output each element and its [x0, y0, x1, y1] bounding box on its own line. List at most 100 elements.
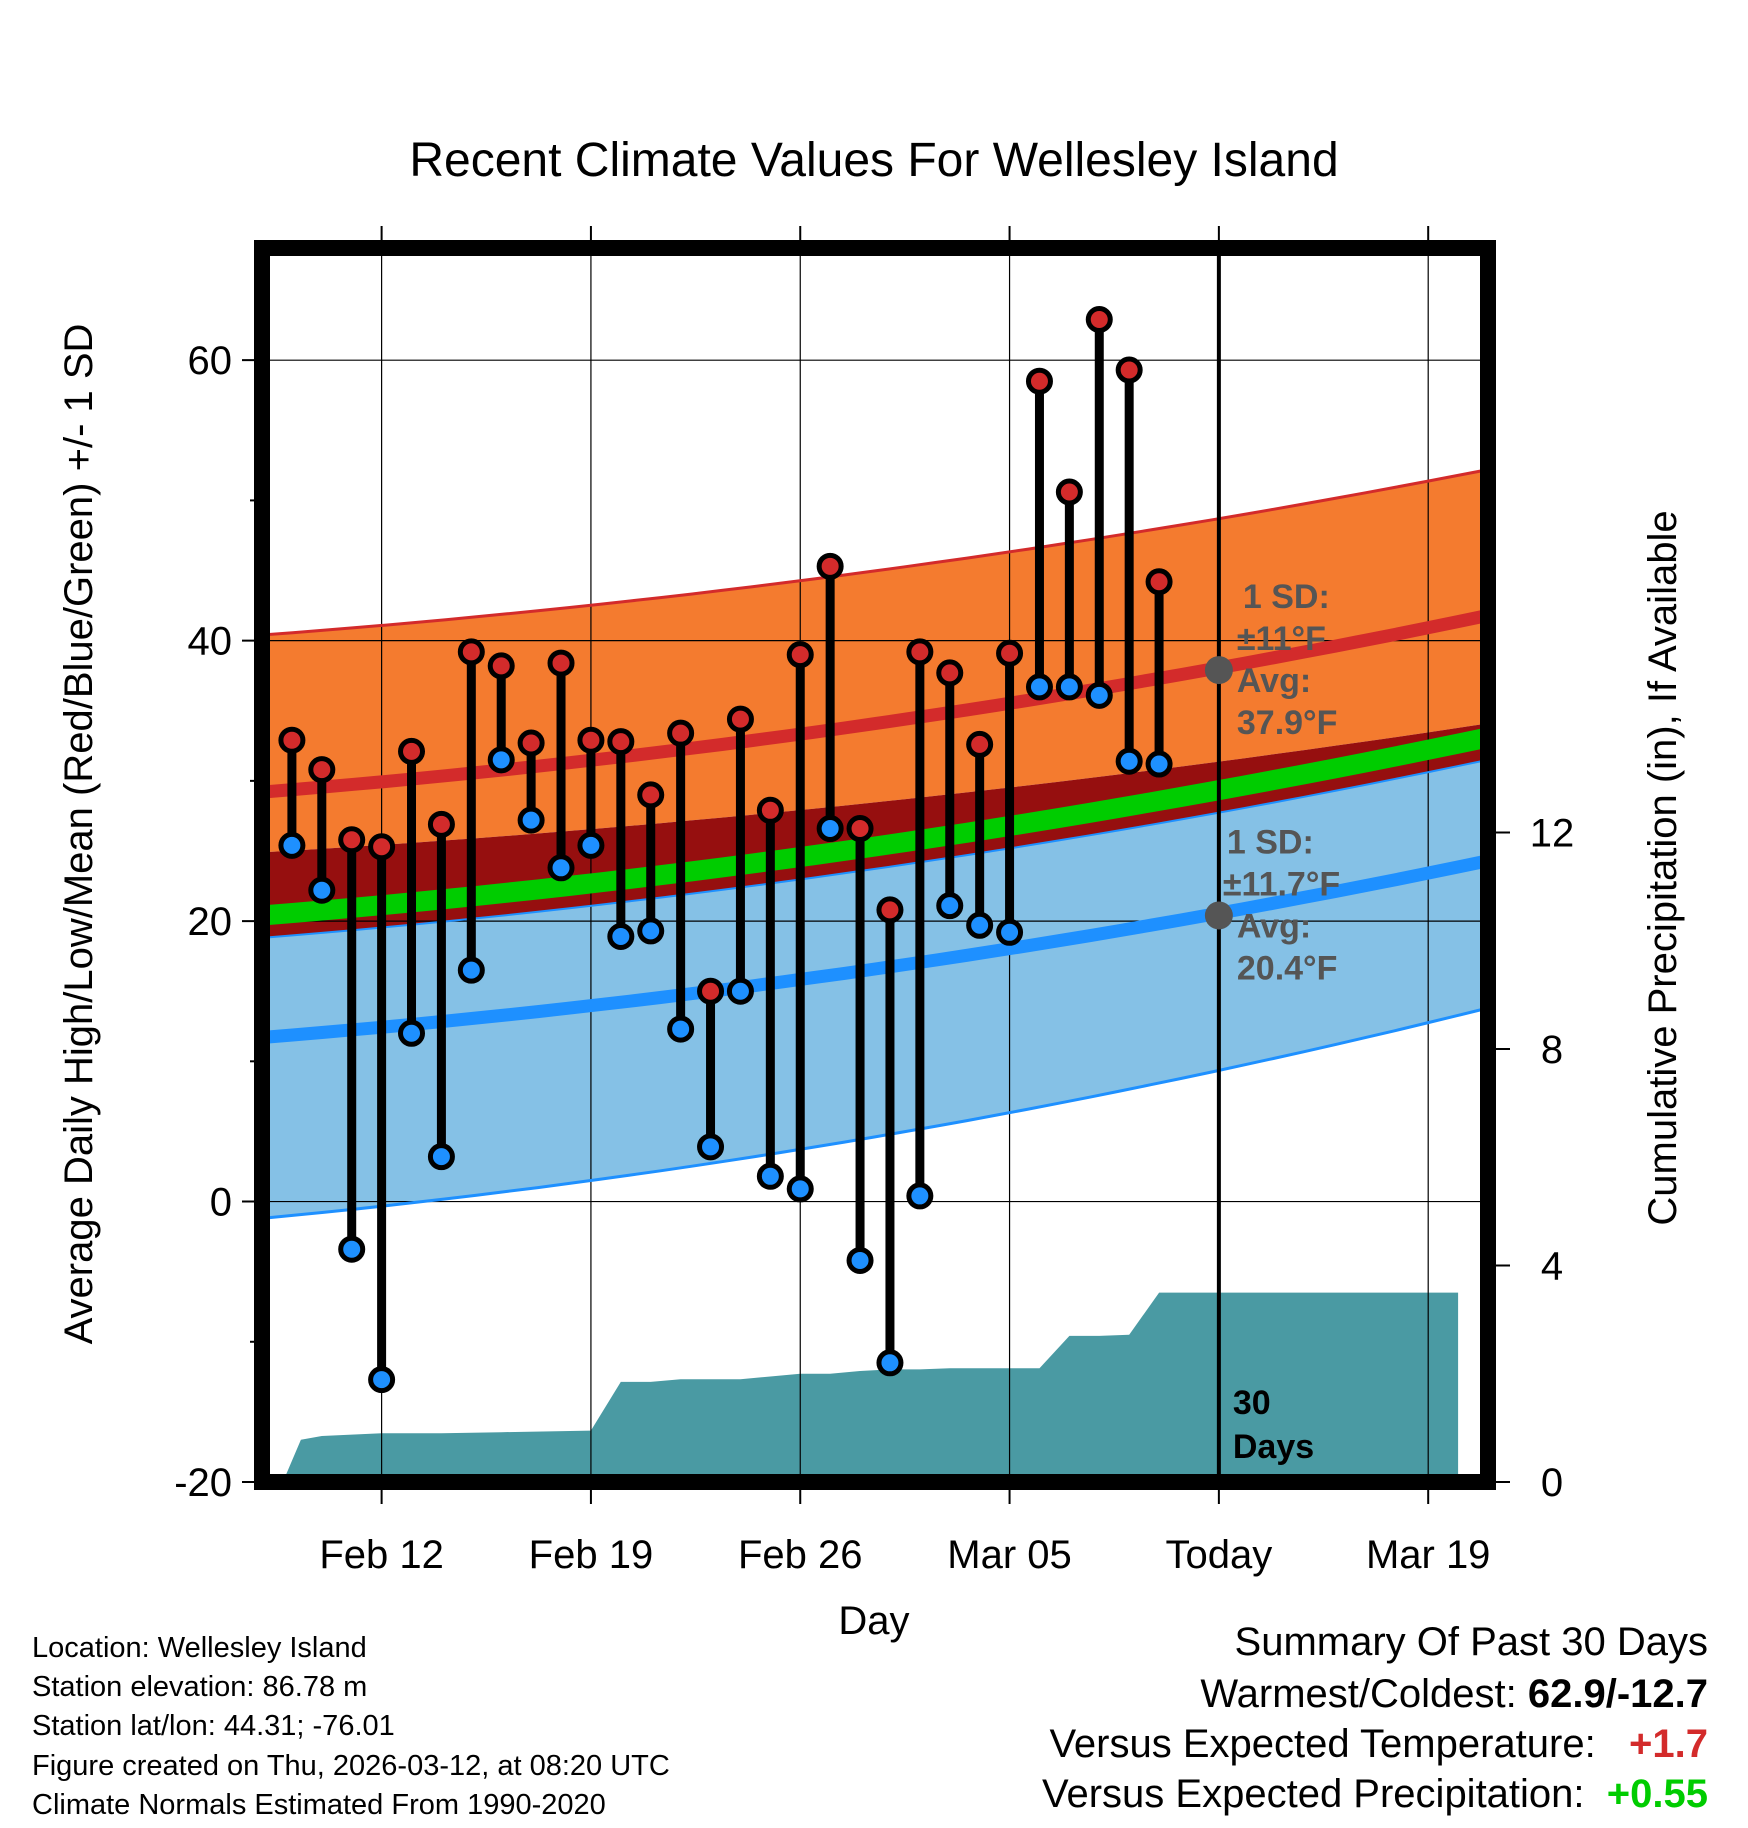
- x-axis-label: Day: [838, 1599, 909, 1643]
- daily-high-point: [756, 796, 784, 824]
- daily-high-point: [1025, 367, 1053, 395]
- high-upper-sd-line: [261, 468, 1489, 637]
- daily-low-point: [1145, 750, 1173, 778]
- daily-low-point: [936, 892, 964, 920]
- daily-low-point: [846, 1246, 874, 1274]
- daily-high-point: [726, 705, 754, 733]
- daily-low-point: [906, 1182, 934, 1210]
- daily-low-point: [816, 815, 844, 843]
- high-sd-label: 1 SD:: [1243, 578, 1330, 616]
- days-label: Days: [1233, 1428, 1314, 1466]
- daily-high-point: [487, 652, 515, 680]
- y-tick-label: -20: [174, 1461, 232, 1505]
- info-location: Location: Wellesley Island: [32, 1632, 367, 1664]
- daily-low-point: [1055, 673, 1083, 701]
- daily-high-point: [667, 719, 695, 747]
- daily-low-point: [398, 1019, 426, 1047]
- high-avg-label: Avg:: [1237, 662, 1311, 700]
- summary-heading: Summary Of Past 30 Days: [1234, 1620, 1708, 1664]
- daily-low-point: [1025, 673, 1053, 701]
- annotations: 1 SD: ±11°F Avg: 37.9°F 1 SD: ±11.7°F Avg: 20.4…: [1204, 248, 1340, 1482]
- daily-low-point: [786, 1175, 814, 1203]
- normal-high-line: [261, 609, 1490, 799]
- y-tick-label: 0: [210, 1181, 232, 1225]
- y-tick-label: 60: [188, 339, 233, 383]
- x-tick-label: Mar 19: [1366, 1533, 1491, 1577]
- chart-title: Recent Climate Values For Wellesley Isla…: [409, 134, 1338, 187]
- daily-high-point: [577, 726, 605, 754]
- days-count: 30: [1233, 1384, 1271, 1422]
- high-avg-value: 37.9°F: [1237, 704, 1338, 742]
- daily-low-point: [607, 923, 635, 951]
- daily-high-point: [607, 728, 635, 756]
- daily-low-point: [966, 911, 994, 939]
- info-created: Figure created on Thu, 2026-03-12, at 08…: [32, 1750, 670, 1782]
- daily-low-point: [308, 876, 336, 904]
- warm-cold-value: 62.9/-12.7: [1527, 1672, 1708, 1716]
- x-tick-label: Feb 12: [319, 1533, 444, 1577]
- daily-high-point: [338, 826, 366, 854]
- low-avg-label: Avg:: [1237, 907, 1311, 945]
- daily-high-point: [398, 737, 426, 765]
- y2-tick-label: 0: [1541, 1461, 1563, 1505]
- y2-axis-label: Cumulative Precipitation (in), If Availa…: [1641, 510, 1685, 1225]
- normal-low-line: [261, 854, 1490, 1044]
- daily-low-point: [278, 831, 306, 859]
- daily-high-point: [786, 641, 814, 669]
- warm-cold-label: Warmest/Coldest:: [1200, 1672, 1528, 1716]
- y2-tick-label: 8: [1541, 1028, 1563, 1072]
- summary-precip: Versus Expected Precipitation: +0.55: [1042, 1772, 1708, 1817]
- x-tick-label: Today: [1166, 1533, 1273, 1577]
- precipitation-area: [282, 1292, 1459, 1482]
- info-elevation: Station elevation: 86.78 m: [32, 1671, 368, 1703]
- daily-high-point: [1085, 306, 1113, 334]
- axes: Feb 12 Feb 19 Feb 26 Mar 05 Today Mar 19 -20 0 2…: [174, 226, 1574, 1577]
- low-sd-band: [262, 759, 1488, 1219]
- daily-low-point: [756, 1162, 784, 1190]
- daily-low-point: [1085, 681, 1113, 709]
- daily-high-point: [846, 815, 874, 843]
- daily-low-point: [338, 1235, 366, 1263]
- mid-upper-edge-line: [261, 758, 1489, 939]
- precip-label: Versus Expected Precipitation:: [1042, 1772, 1596, 1816]
- precip-value: +0.55: [1606, 1772, 1708, 1816]
- daily-high-point: [457, 638, 485, 666]
- daily-low-point: [368, 1366, 396, 1394]
- daily-high-point: [637, 781, 665, 809]
- daily-high-point: [1055, 478, 1083, 506]
- y-tick-label: 20: [188, 900, 233, 944]
- daily-high-point: [368, 833, 396, 861]
- x-tick-label: Feb 19: [529, 1533, 654, 1577]
- today-low-avg-marker: [1204, 901, 1233, 930]
- cumulative-precip-area: [282, 1292, 1459, 1482]
- daily-high-point: [876, 896, 904, 924]
- y-axis-label: Average Daily High/Low/Mean (Red/Blue/Gr…: [57, 324, 101, 1345]
- today-high-avg-marker: [1204, 656, 1233, 685]
- daily-low-point: [1115, 747, 1143, 775]
- info-latlon: Station lat/lon: 44.31; -76.01: [32, 1710, 395, 1742]
- daily-high-point: [697, 977, 725, 1005]
- daily-low-point: [577, 831, 605, 859]
- plot-frame: [254, 240, 1496, 1490]
- daily-high-point: [278, 726, 306, 754]
- summary-warm-cold: Warmest/Coldest: 62.9/-12.7: [1200, 1672, 1708, 1717]
- info-normals: Climate Normals Estimated From 1990-2020: [32, 1789, 606, 1821]
- x-tick-label: Mar 05: [947, 1533, 1072, 1577]
- daily-low-point: [517, 806, 545, 834]
- daily-low-point: [457, 956, 485, 984]
- daily-high-point: [427, 810, 455, 838]
- daily-low-point: [487, 746, 515, 774]
- y-tick-label: 40: [188, 620, 233, 664]
- observations: [278, 306, 1173, 1394]
- low-sd-value: ±11.7°F: [1223, 865, 1340, 903]
- daily-low-point: [996, 918, 1024, 946]
- y2-tick-label: 4: [1541, 1245, 1563, 1289]
- temp-label: Versus Expected Temperature:: [1049, 1722, 1607, 1766]
- temp-value: +1.7: [1629, 1722, 1708, 1766]
- daily-low-point: [726, 977, 754, 1005]
- daily-high-point: [1145, 568, 1173, 596]
- daily-high-point: [517, 729, 545, 757]
- low-sd-label: 1 SD:: [1227, 823, 1314, 861]
- summary-temp: Versus Expected Temperature: +1.7: [1049, 1722, 1708, 1767]
